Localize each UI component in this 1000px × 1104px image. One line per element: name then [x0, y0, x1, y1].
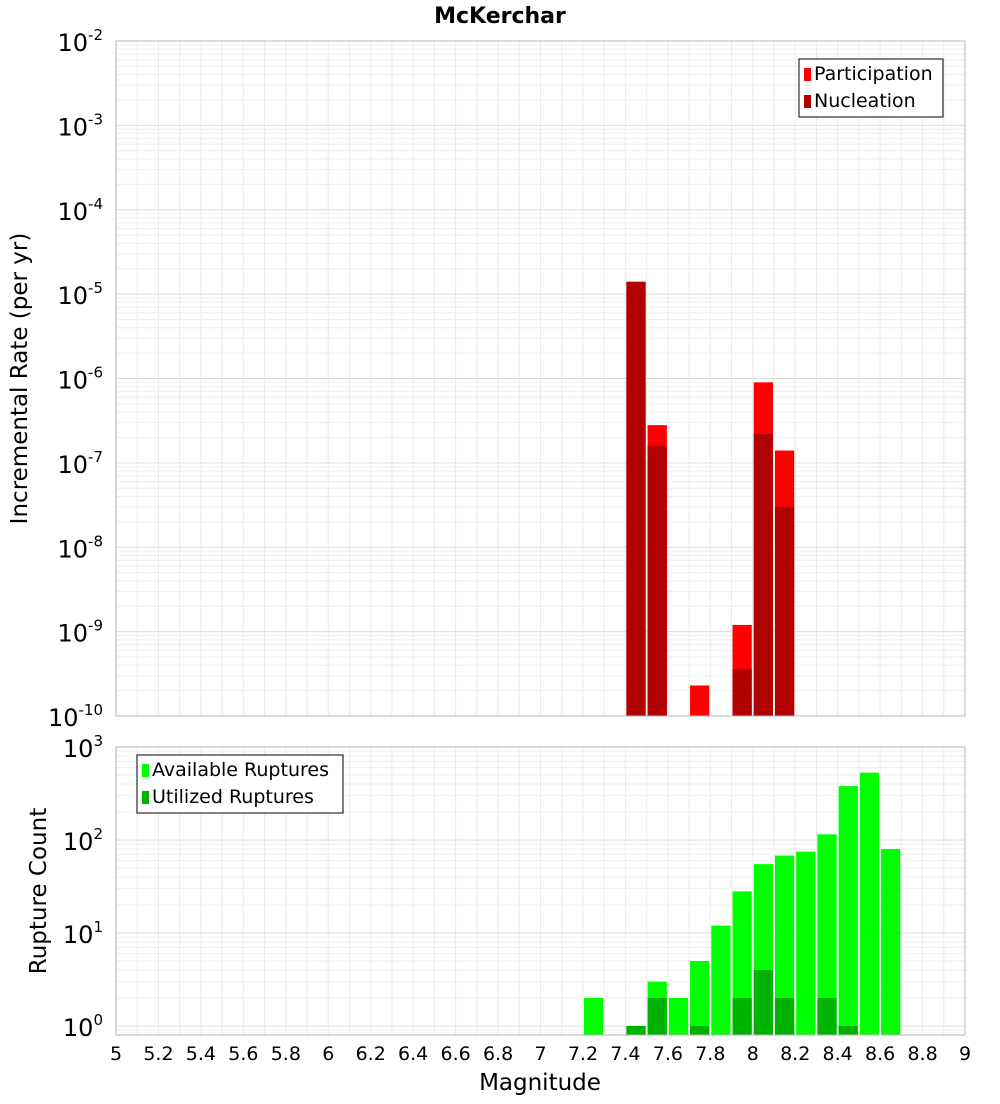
y-tick-label: 10-6	[57, 364, 103, 395]
bar	[583, 997, 604, 1035]
x-tick-label: 8.8	[907, 1043, 937, 1065]
y-tick-label: 10-4	[57, 195, 103, 226]
x-tick-label: 6.2	[356, 1043, 386, 1065]
y-tick-label: 10-10	[48, 701, 103, 732]
y-tick-label: 101	[63, 918, 103, 949]
bottom-series-1	[626, 969, 858, 1035]
top-legend: Participation Nucleation	[798, 58, 944, 118]
bar	[626, 1025, 646, 1035]
x-axis-label: Magnitude	[479, 1070, 601, 1096]
legend-swatch	[142, 791, 149, 804]
bar	[690, 685, 710, 716]
legend-swatch	[804, 68, 811, 81]
x-tick-label: 6.6	[440, 1043, 470, 1065]
x-tick-label: 7	[534, 1043, 546, 1065]
bar	[881, 849, 901, 1035]
x-tick-label: 5	[110, 1043, 122, 1065]
bottom-plot-frame	[115, 746, 966, 1036]
bar	[838, 1025, 858, 1035]
legend-label: Available Ruptures	[152, 759, 329, 781]
y-tick-label: 10-7	[57, 448, 103, 479]
x-tick-label: 8.6	[865, 1043, 895, 1065]
bar	[690, 960, 710, 1035]
bar	[817, 834, 837, 1035]
y-tick-label: 102	[63, 825, 103, 856]
top-y-axis-label: Incremental Rate (per yr)	[7, 233, 33, 525]
x-tick-label: 5.8	[271, 1043, 301, 1065]
y-tick-label: 100	[63, 1011, 103, 1042]
top-plot-frame	[115, 40, 966, 717]
top-panel: 10-2 10-3 10-4 10-5 10-6 10-7 10-8 10-9 10-10 Par…	[48, 26, 966, 732]
bottom-y-ticks: 103 102 101 100	[63, 732, 103, 1042]
x-tick-label: 6	[322, 1043, 334, 1065]
x-ticks: 5 5.2 5.4 5.6 5.8 6 6.2 6.4 6.6 6.8 7 7.2 7.4 7.6 7.8 8…	[110, 1043, 971, 1065]
legend-box	[798, 58, 944, 118]
x-tick-label: 7.6	[653, 1043, 683, 1065]
y-tick-label: 10-5	[57, 279, 103, 310]
legend-box	[136, 754, 344, 814]
x-tick-label: 8.4	[823, 1043, 853, 1065]
bar	[753, 969, 773, 1035]
bar	[774, 855, 795, 1035]
bar	[817, 997, 837, 1035]
bar	[647, 445, 667, 716]
bar	[626, 281, 646, 716]
bar	[668, 997, 689, 1035]
top-series-1	[626, 281, 795, 716]
bottom-y-axis-label: Rupture Count	[26, 808, 52, 974]
x-tick-label: 6.8	[483, 1043, 513, 1065]
y-tick-label: 10-2	[57, 26, 103, 57]
bar	[732, 997, 752, 1035]
bar	[774, 997, 795, 1035]
top-grid	[115, 41, 966, 717]
x-tick-label: 7.4	[610, 1043, 640, 1065]
bar	[796, 851, 816, 1035]
chart-title: McKerchar	[434, 4, 566, 29]
top-y-ticks: 10-2 10-3 10-4 10-5 10-6 10-7 10-8 10-9 10-10	[48, 26, 103, 732]
bottom-legend: Available Ruptures Utilized Ruptures	[136, 754, 344, 814]
legend-label: Participation	[814, 63, 933, 85]
x-tick-label: 8	[747, 1043, 759, 1065]
x-tick-label: 7.8	[695, 1043, 725, 1065]
legend-label: Nucleation	[814, 90, 916, 112]
bar	[690, 1025, 710, 1035]
x-tick-label: 9	[959, 1043, 971, 1065]
bar	[647, 997, 667, 1035]
x-tick-label: 6.4	[398, 1043, 428, 1065]
legend-swatch	[804, 95, 811, 108]
x-tick-label: 8.2	[780, 1043, 810, 1065]
bottom-panel: 103 102 101 100 Available Ruptures Utilized R…	[63, 732, 971, 1065]
x-tick-label: 5.6	[228, 1043, 258, 1065]
y-tick-label: 10-9	[57, 617, 103, 648]
x-tick-label: 5.4	[186, 1043, 216, 1065]
legend-label: Utilized Ruptures	[152, 786, 314, 808]
x-tick-label: 5.2	[143, 1043, 173, 1065]
bar	[859, 772, 880, 1035]
bar	[732, 669, 752, 716]
bar	[711, 925, 731, 1035]
bar	[774, 506, 795, 716]
bar	[753, 433, 773, 716]
y-tick-label: 10-3	[57, 110, 103, 141]
x-tick-label: 7.2	[568, 1043, 598, 1065]
bar	[838, 786, 858, 1035]
y-tick-label: 103	[63, 732, 103, 763]
y-tick-label: 10-8	[57, 532, 103, 563]
legend-swatch	[142, 764, 149, 777]
